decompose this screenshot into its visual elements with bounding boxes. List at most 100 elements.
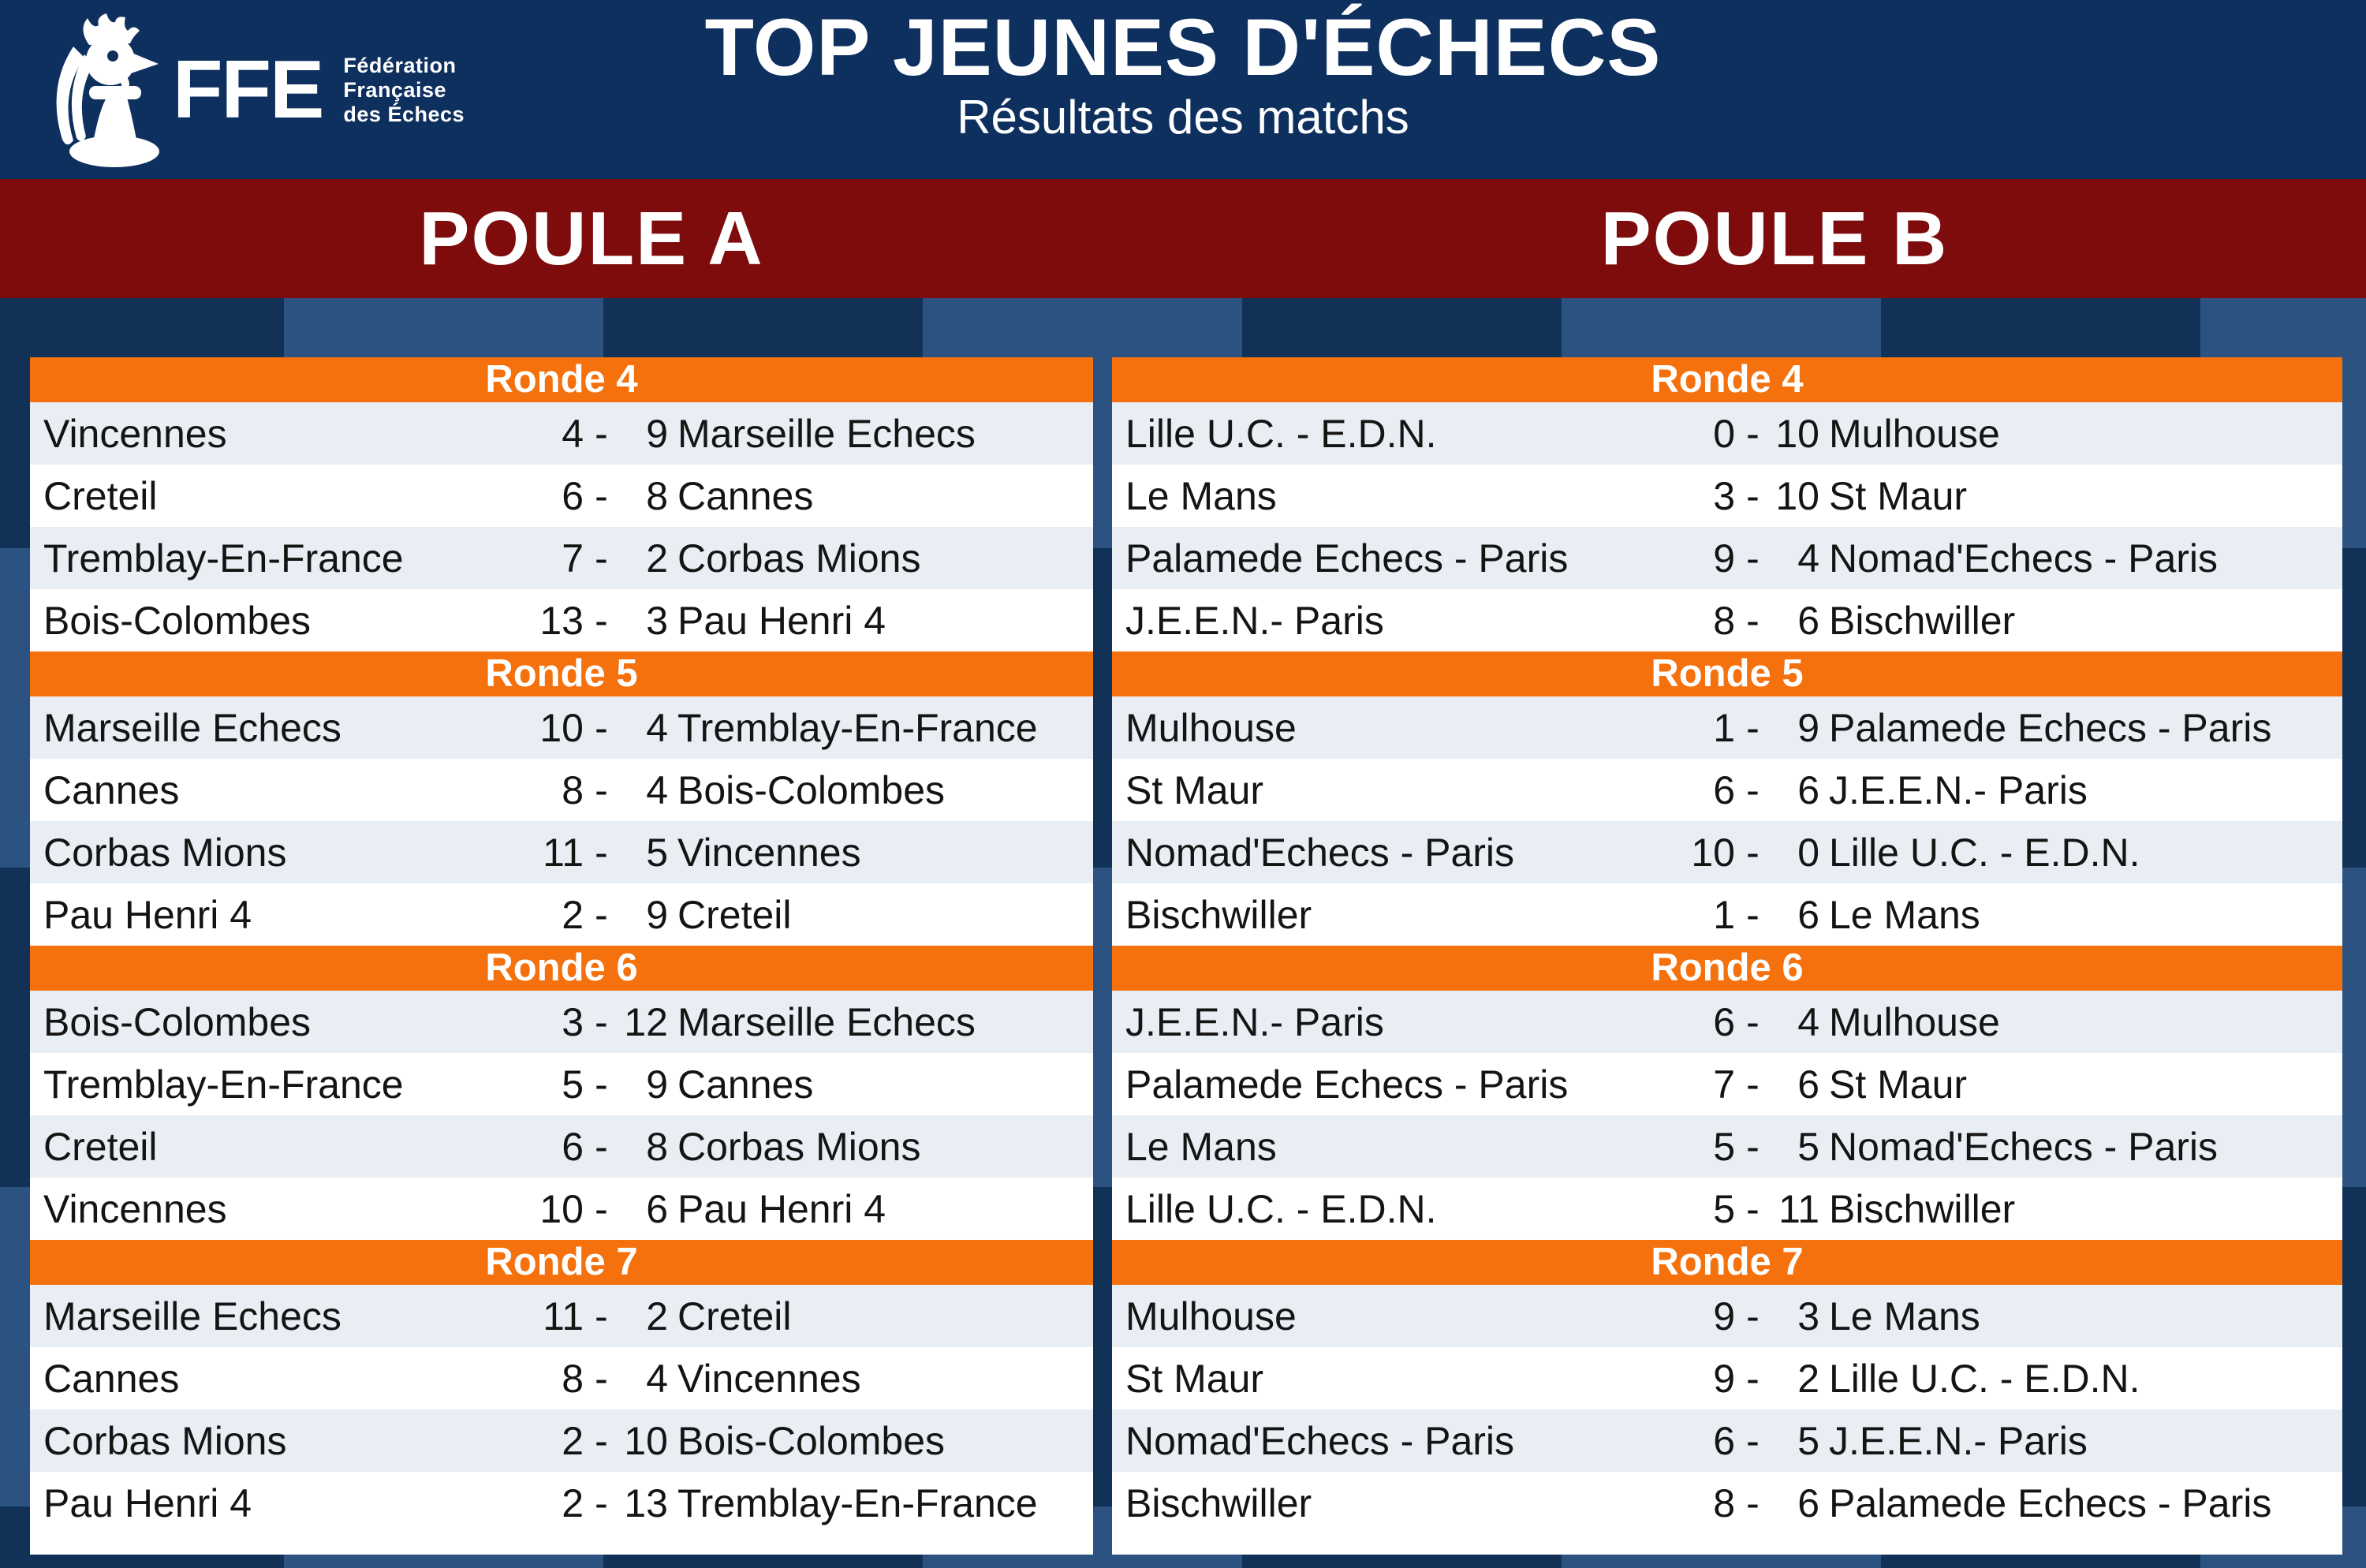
away-team: Pau Henri 4 xyxy=(677,1186,886,1231)
score-home: 2 xyxy=(562,892,584,937)
score-home: 1 xyxy=(1713,705,1735,750)
score-away: 6 xyxy=(1797,1480,1819,1525)
away-team: Palamede Echecs - Paris xyxy=(1829,1480,2272,1525)
federation-name: Fédération Française des Échecs xyxy=(343,54,465,127)
score-separator: - xyxy=(1746,411,1760,456)
match-row: Le Mans 3-10 St Maur xyxy=(1112,465,2342,527)
away-team: Bois-Colombes xyxy=(677,767,946,812)
away-team: Corbas Mions xyxy=(677,536,921,581)
score-away: 6 xyxy=(646,1186,668,1231)
score-away: 4 xyxy=(646,767,668,812)
score-away: 6 xyxy=(1797,598,1819,643)
ronde-header: Ronde 4 xyxy=(1112,357,2342,402)
ffe-logo: FFE Fédération Française des Échecs xyxy=(43,11,465,169)
score-home: 2 xyxy=(562,1418,584,1463)
ronde-header: Ronde 6 xyxy=(30,946,1093,991)
match-row: J.E.E.N.- Paris 8-6 Bischwiller xyxy=(1112,589,2342,651)
score-away: 5 xyxy=(646,830,668,875)
home-team: Bois-Colombes xyxy=(43,999,312,1044)
home-team: Marseille Echecs xyxy=(43,705,341,750)
away-team: Mulhouse xyxy=(1829,411,2000,456)
home-team: Palamede Echecs - Paris xyxy=(1125,1062,1569,1107)
home-team: Corbas Mions xyxy=(43,1418,287,1463)
score-home: 5 xyxy=(1713,1124,1735,1169)
score-separator: - xyxy=(595,830,608,875)
score-separator: - xyxy=(1746,1294,1760,1338)
rooster-pawn-icon xyxy=(56,13,159,167)
score-away: 8 xyxy=(646,473,668,518)
score-home: 8 xyxy=(1713,598,1735,643)
score-separator: - xyxy=(595,892,608,937)
away-team: Pau Henri 4 xyxy=(677,598,886,643)
page-title: TOP JEUNES D'ÉCHECS xyxy=(704,2,1662,92)
away-team: Vincennes xyxy=(677,1356,861,1401)
score-home: 9 xyxy=(1713,1356,1735,1401)
score-away: 9 xyxy=(646,892,668,937)
home-team: St Maur xyxy=(1125,1356,1264,1401)
score-away: 4 xyxy=(1797,536,1819,581)
away-team: Cannes xyxy=(677,1062,814,1107)
poule-b-label: POULE B xyxy=(1600,196,1949,281)
score-away: 10 xyxy=(624,1418,668,1463)
score-away: 2 xyxy=(646,1294,668,1338)
match-row: Vincennes 4-9 Marseille Echecs xyxy=(30,402,1093,465)
score-separator: - xyxy=(1746,536,1760,581)
score-separator: - xyxy=(1746,999,1760,1044)
poule-a-label: POULE A xyxy=(419,196,764,281)
home-team: Mulhouse xyxy=(1125,705,1297,750)
federation-line-2: Française xyxy=(343,77,446,102)
score-home: 13 xyxy=(539,598,584,643)
away-team: Nomad'Echecs - Paris xyxy=(1829,1124,2219,1169)
match-row: J.E.E.N.- Paris 6-4 Mulhouse xyxy=(1112,991,2342,1053)
score-separator: - xyxy=(1746,598,1760,643)
match-row: Palamede Echecs - Paris 9-4 Nomad'Echecs -… xyxy=(1112,527,2342,589)
ronde-header: Ronde 6 xyxy=(1112,946,2342,991)
match-row: Pau Henri 4 2-13 Tremblay-En-France xyxy=(30,1472,1093,1534)
home-team: Creteil xyxy=(43,1124,158,1169)
score-home: 4 xyxy=(562,411,584,456)
poule-a-table: Ronde 4 Vincennes 4-9 Marseille Echecs Crete… xyxy=(30,357,1093,1555)
away-team: Le Mans xyxy=(1829,892,1980,937)
away-team: Tremblay-En-France xyxy=(677,1480,1038,1525)
match-row: Le Mans 5-5 Nomad'Echecs - Paris xyxy=(1112,1115,2342,1178)
match-row: Tremblay-En-France 7-2 Corbas Mions xyxy=(30,527,1093,589)
match-row: Mulhouse 9-3 Le Mans xyxy=(1112,1285,2342,1347)
score-separator: - xyxy=(595,411,608,456)
home-team: Corbas Mions xyxy=(43,830,287,875)
score-away: 4 xyxy=(646,705,668,750)
home-team: J.E.E.N.- Paris xyxy=(1125,999,1384,1044)
home-team: Vincennes xyxy=(43,1186,227,1231)
score-away: 10 xyxy=(1775,411,1819,456)
score-separator: - xyxy=(1746,1186,1760,1231)
match-row: Nomad'Echecs - Paris 10-0 Lille U.C. - E.D… xyxy=(1112,821,2342,883)
match-row: Bischwiller 8-6 Palamede Echecs - Paris xyxy=(1112,1472,2342,1534)
match-row: Lille U.C. - E.D.N. 0-10 Mulhouse xyxy=(1112,402,2342,465)
score-away: 8 xyxy=(646,1124,668,1169)
score-separator: - xyxy=(595,1480,608,1525)
score-home: 7 xyxy=(562,536,584,581)
federation-line-1: Fédération xyxy=(343,53,457,77)
home-team: Cannes xyxy=(43,767,180,812)
score-home: 3 xyxy=(562,999,584,1044)
away-team: Lille U.C. - E.D.N. xyxy=(1829,830,2140,875)
match-row: Corbas Mions 11-5 Vincennes xyxy=(30,821,1093,883)
score-away: 5 xyxy=(1797,1418,1819,1463)
match-row: Marseille Echecs 11-2 Creteil xyxy=(30,1285,1093,1347)
away-team: Palamede Echecs - Paris xyxy=(1829,705,2272,750)
match-row: Bischwiller 1-6 Le Mans xyxy=(1112,883,2342,946)
score-home: 11 xyxy=(543,830,584,875)
match-row: Creteil 6-8 Cannes xyxy=(30,465,1093,527)
score-home: 6 xyxy=(562,473,584,518)
score-away: 12 xyxy=(624,999,668,1044)
ronde-header: Ronde 5 xyxy=(30,651,1093,696)
score-separator: - xyxy=(1746,1124,1760,1169)
away-team: Cannes xyxy=(677,473,814,518)
home-team: Tremblay-En-France xyxy=(43,1062,404,1107)
score-home: 6 xyxy=(562,1124,584,1169)
score-away: 4 xyxy=(646,1356,668,1401)
home-team: Bois-Colombes xyxy=(43,598,312,643)
top-header: FFE Fédération Française des Échecs TOP … xyxy=(0,0,2366,179)
score-home: 7 xyxy=(1713,1062,1735,1107)
ffe-acronym: FFE xyxy=(173,44,324,136)
